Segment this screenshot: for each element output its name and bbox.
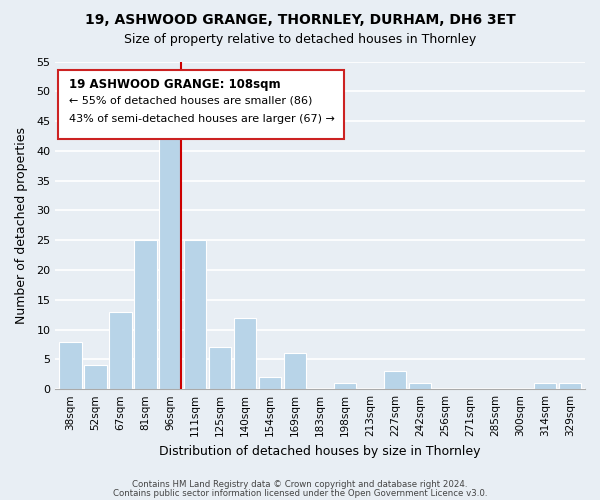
Bar (284, 354, 307, 389)
Bar (384, 372, 406, 389)
Y-axis label: Number of detached properties: Number of detached properties (15, 127, 28, 324)
Bar (534, 383, 556, 389)
Bar (559, 383, 581, 389)
Bar (84, 366, 107, 389)
Bar (134, 240, 157, 389)
FancyBboxPatch shape (58, 70, 344, 138)
Text: 19 ASHWOOD GRANGE: 108sqm: 19 ASHWOOD GRANGE: 108sqm (68, 78, 280, 91)
Text: Contains HM Land Registry data © Crown copyright and database right 2024.: Contains HM Land Registry data © Crown c… (132, 480, 468, 489)
Bar (259, 378, 281, 389)
Bar (409, 383, 431, 389)
Text: 43% of semi-detached houses are larger (67) →: 43% of semi-detached houses are larger (… (68, 114, 334, 124)
Bar (59, 342, 82, 389)
Text: ← 55% of detached houses are smaller (86): ← 55% of detached houses are smaller (86… (68, 96, 312, 106)
Bar (234, 318, 256, 389)
X-axis label: Distribution of detached houses by size in Thornley: Distribution of detached houses by size … (160, 444, 481, 458)
Bar (109, 312, 131, 389)
Bar (159, 115, 181, 389)
Text: Size of property relative to detached houses in Thornley: Size of property relative to detached ho… (124, 32, 476, 46)
Bar (334, 383, 356, 389)
Text: Contains public sector information licensed under the Open Government Licence v3: Contains public sector information licen… (113, 488, 487, 498)
Bar (184, 240, 206, 389)
Text: 19, ASHWOOD GRANGE, THORNLEY, DURHAM, DH6 3ET: 19, ASHWOOD GRANGE, THORNLEY, DURHAM, DH… (85, 12, 515, 26)
Bar (209, 348, 232, 389)
